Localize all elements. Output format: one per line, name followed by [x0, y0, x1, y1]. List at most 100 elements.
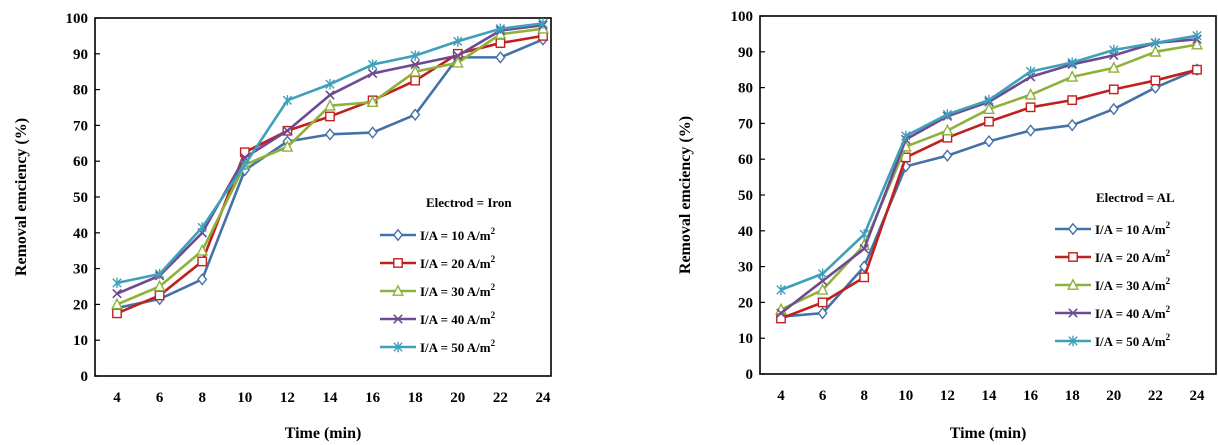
y-tick-label: 80 — [738, 81, 753, 97]
x-tick-label: 4 — [113, 390, 121, 406]
series-line — [116, 22, 544, 285]
data-point — [324, 128, 336, 141]
legend-item: I/A = 50 A/m2 — [380, 338, 496, 355]
data-point — [282, 95, 293, 106]
y-tick-label: 90 — [73, 47, 88, 63]
legend: Electrod = AL I/A = 10 A/m2 I/A = 20 A/m2 I… — [1055, 190, 1175, 349]
x-tick-label: 6 — [156, 390, 164, 406]
series-line — [780, 37, 1198, 315]
legend-label-superscript: 2 — [491, 282, 496, 292]
series-3 — [775, 37, 1203, 315]
x-tick-label: 8 — [860, 388, 868, 404]
data-point — [325, 90, 335, 100]
legend-marker — [1067, 278, 1079, 290]
data-point — [1067, 95, 1078, 106]
data-point — [1107, 61, 1120, 73]
data-point — [901, 130, 911, 142]
data-point — [1108, 102, 1119, 116]
data-point — [817, 306, 828, 320]
legend-item: I/A = 50 A/m2 — [1055, 332, 1171, 349]
data-point — [410, 108, 421, 121]
x-axis-label: Time (min) — [285, 425, 362, 442]
legend-marker — [1068, 335, 1078, 347]
data-point — [112, 288, 122, 299]
data-point — [367, 68, 378, 79]
data-point — [281, 140, 294, 152]
legend-label-superscript: 2 — [491, 254, 496, 264]
data-point — [197, 273, 208, 286]
y-tick-label: 50 — [73, 190, 88, 206]
y-axis-label: Removal emciency (%) — [13, 118, 30, 276]
legend-label: I/A = 40 A/m2 — [1095, 304, 1171, 321]
x-tick-label: 8 — [198, 390, 206, 406]
series-2 — [776, 64, 1202, 324]
data-point — [112, 308, 122, 319]
y-tick-label: 30 — [73, 262, 88, 278]
legend-marker — [1068, 252, 1078, 262]
data-point — [942, 149, 953, 162]
legend-label-superscript: 2 — [1166, 220, 1171, 230]
x-tick-label: 4 — [777, 388, 785, 404]
legend: Electrod = Iron I/A = 10 A/m2 I/A = 20 A/m… — [380, 195, 512, 355]
data-point — [325, 111, 335, 122]
y-tick-label: 60 — [738, 152, 753, 168]
y-tick-label: 80 — [73, 83, 88, 99]
x-tick-label: 20 — [1106, 388, 1121, 404]
legend-item: I/A = 30 A/m2 — [380, 282, 496, 299]
legend-label-superscript: 2 — [491, 338, 496, 348]
data-point — [154, 268, 165, 280]
legend-marker — [393, 314, 403, 324]
data-point — [1191, 37, 1203, 50]
data-point — [1150, 75, 1161, 86]
data-point — [1192, 30, 1202, 41]
data-point — [367, 126, 378, 139]
series-line — [116, 34, 544, 315]
legend-marker — [1067, 222, 1079, 236]
data-point — [1025, 124, 1036, 137]
y-tick-label: 50 — [738, 188, 753, 204]
data-point — [197, 222, 207, 233]
data-point — [367, 59, 378, 70]
legend-label: I/A = 30 A/m2 — [1095, 276, 1171, 293]
legend-marker — [393, 258, 403, 268]
x-tick-label: 16 — [365, 390, 381, 406]
legend-marker — [392, 228, 404, 242]
data-point — [942, 109, 953, 120]
legend-item: I/A = 20 A/m2 — [380, 254, 496, 271]
legend-item: I/A = 40 A/m2 — [380, 310, 496, 327]
x-tick-label: 6 — [819, 388, 827, 404]
y-tick-label: 100 — [66, 11, 89, 27]
y-tick-label: 20 — [738, 295, 753, 311]
x-tick-label: 20 — [450, 390, 465, 406]
y-tick-label: 0 — [81, 369, 89, 385]
x-tick-label: 12 — [940, 388, 955, 404]
data-point — [817, 276, 828, 286]
series-4 — [776, 34, 1202, 318]
y-tick-label: 40 — [738, 224, 753, 240]
data-point — [112, 277, 122, 289]
data-point — [776, 284, 786, 296]
legend-label: I/A = 40 A/m2 — [420, 310, 496, 327]
x-tick-label: 18 — [408, 390, 423, 406]
data-point — [816, 283, 829, 295]
x-tick-label: 16 — [1023, 388, 1039, 404]
y-tick-label: 10 — [738, 331, 753, 347]
legend-marker — [393, 341, 403, 353]
legend-item: I/A = 30 A/m2 — [1055, 276, 1171, 293]
legend-item: I/A = 20 A/m2 — [1055, 248, 1171, 265]
y-tick-label: 100 — [731, 9, 754, 25]
legend-label-superscript: 2 — [491, 310, 496, 320]
data-point — [1067, 118, 1078, 132]
legend-title: Electrod = AL — [1096, 190, 1175, 205]
data-point — [410, 50, 420, 61]
data-point — [859, 229, 869, 240]
data-point — [451, 56, 464, 68]
data-point — [1024, 88, 1037, 100]
legend-label-superscript: 2 — [1166, 276, 1171, 286]
data-point — [817, 297, 828, 308]
data-point — [984, 116, 994, 127]
legend-label: I/A = 20 A/m2 — [420, 254, 496, 271]
data-point — [941, 123, 954, 136]
data-point — [1067, 57, 1077, 68]
